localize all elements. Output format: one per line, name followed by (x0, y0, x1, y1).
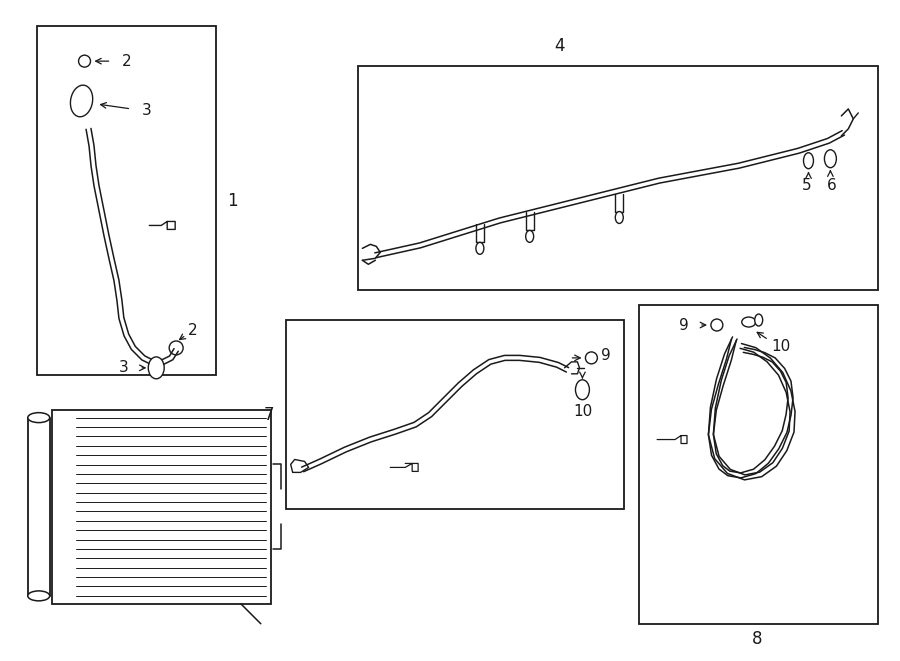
Text: 9: 9 (601, 348, 611, 364)
Ellipse shape (616, 212, 624, 223)
Text: 2: 2 (188, 323, 198, 338)
Bar (285, 320, 625, 509)
Ellipse shape (70, 85, 93, 117)
Bar (358, 66, 878, 290)
Bar (639, 305, 878, 624)
Text: 10: 10 (771, 340, 790, 354)
Ellipse shape (742, 317, 756, 327)
Text: 8: 8 (752, 630, 762, 648)
Ellipse shape (575, 380, 590, 400)
Text: 9: 9 (680, 317, 689, 332)
Text: 7: 7 (264, 406, 274, 424)
Ellipse shape (28, 591, 50, 601)
Text: 3: 3 (141, 103, 151, 118)
Text: 6: 6 (826, 178, 836, 193)
Text: 1: 1 (228, 192, 238, 210)
Text: 10: 10 (572, 404, 592, 419)
Text: 2: 2 (122, 54, 131, 69)
Ellipse shape (476, 243, 484, 254)
Ellipse shape (148, 357, 164, 379)
Text: 5: 5 (802, 178, 811, 193)
Text: 4: 4 (554, 37, 565, 56)
Ellipse shape (526, 231, 534, 243)
Bar (51, 410, 271, 604)
Ellipse shape (28, 412, 50, 422)
Text: 3: 3 (119, 360, 129, 375)
Ellipse shape (804, 153, 814, 169)
Bar (37, 26, 216, 375)
Ellipse shape (755, 314, 762, 326)
Ellipse shape (824, 150, 836, 168)
